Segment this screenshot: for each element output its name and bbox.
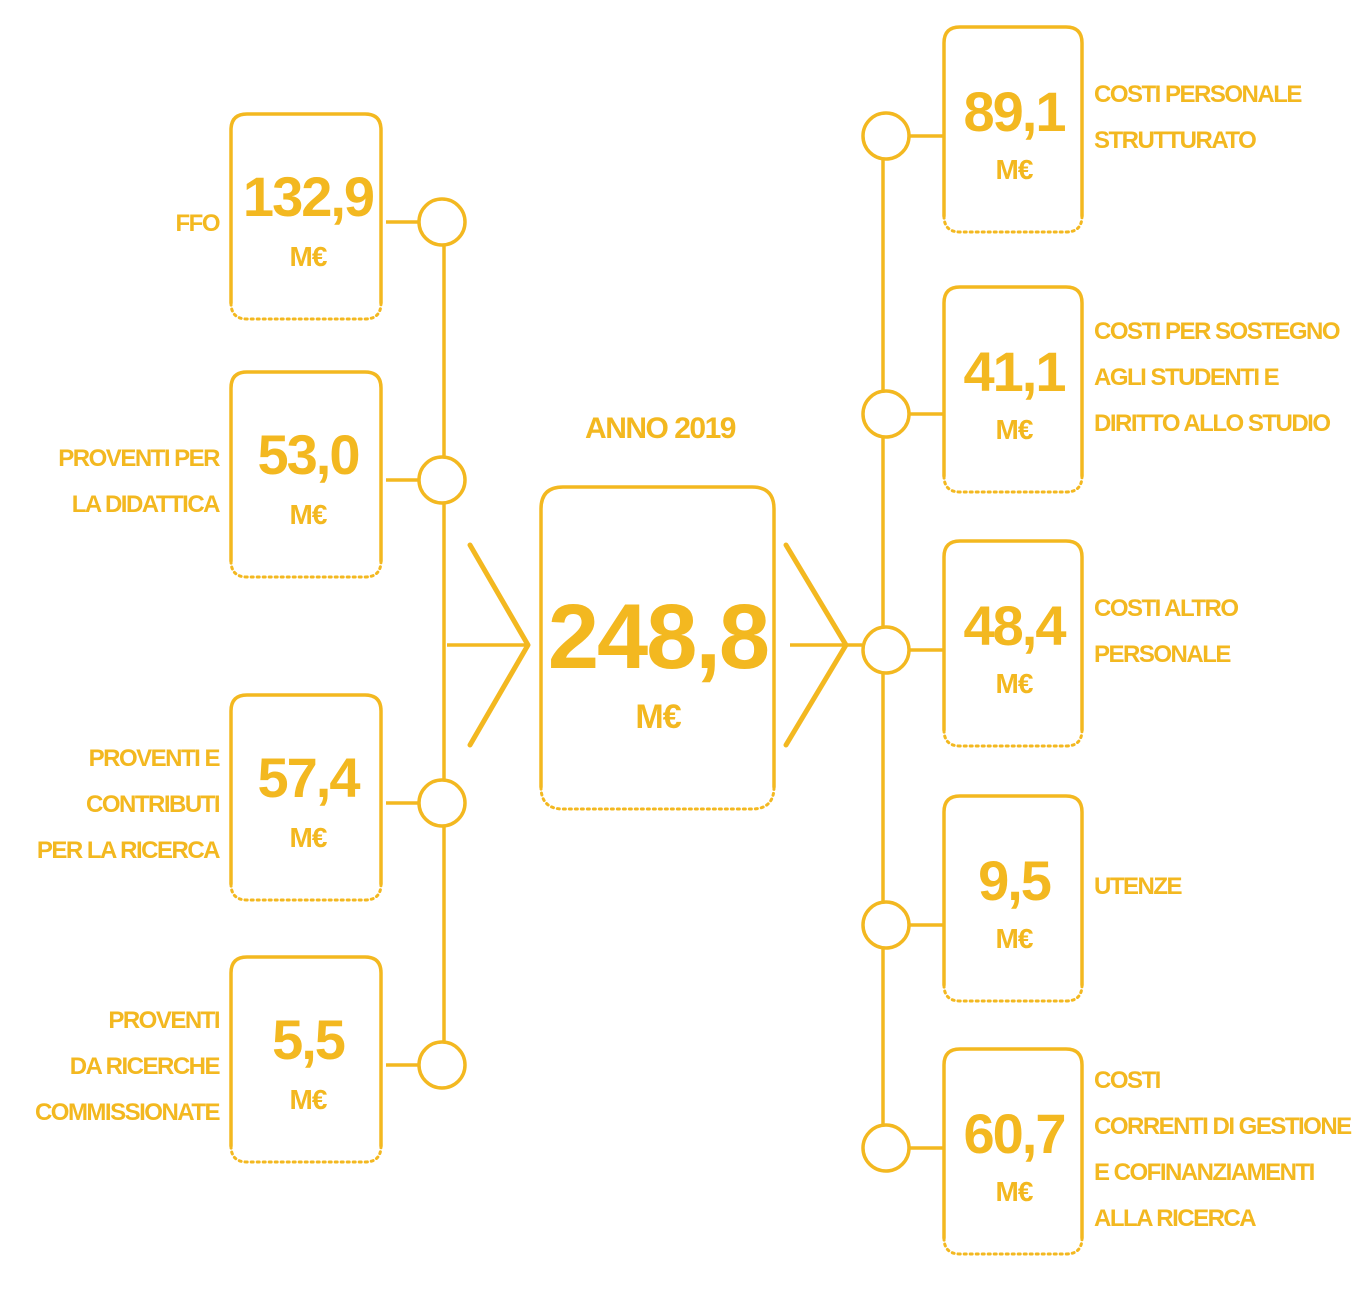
cost-label: COSTI PER SOSTEGNO [1094, 318, 1340, 345]
box-border [942, 25, 1084, 218]
cost-label: E COFINANZIAMENTI [1094, 1159, 1315, 1186]
cost-label: COSTI [1094, 1067, 1161, 1094]
box-dotted-edge [229, 301, 383, 321]
box-border [229, 693, 383, 886]
cost-node [861, 625, 911, 675]
box-border [229, 955, 383, 1148]
cost-unit: M€ [996, 154, 1034, 185]
center-unit: M€ [635, 698, 681, 736]
chevron-right-icon [783, 542, 849, 748]
box-dotted-edge [539, 785, 776, 811]
cost-unit: M€ [996, 1176, 1034, 1207]
income-unit: M€ [290, 822, 328, 853]
income-unit: M€ [290, 499, 328, 530]
income-unit: M€ [290, 1084, 328, 1115]
box-dotted-edge [942, 1236, 1084, 1256]
income-value: 57,4 [258, 746, 361, 809]
income-node [417, 455, 467, 505]
cost-unit: M€ [996, 668, 1034, 699]
box-border [539, 485, 776, 789]
income-label: PER LA RICERCA [37, 837, 220, 864]
income-box [229, 370, 383, 579]
cost-box [942, 794, 1084, 1003]
chevron-right-icon [467, 542, 531, 748]
box-dotted-edge [229, 559, 383, 579]
box-border [942, 285, 1084, 478]
cost-node [861, 900, 911, 950]
box-border [942, 794, 1084, 987]
cost-box [942, 285, 1084, 494]
income-label: LA DIDATTICA [72, 491, 220, 518]
box-border [942, 539, 1084, 732]
center-box [539, 485, 776, 811]
income-value: 132,9 [243, 165, 374, 228]
income-box [229, 112, 383, 321]
income-unit: M€ [290, 241, 328, 272]
cost-node [861, 389, 911, 439]
center-value: 248,8 [548, 586, 768, 688]
cost-node [861, 1123, 911, 1173]
box-dotted-edge [942, 728, 1084, 748]
income-node [417, 197, 467, 247]
cost-label: PERSONALE [1094, 641, 1231, 668]
cost-box [942, 25, 1084, 234]
cost-label: CORRENTI DI GESTIONE [1094, 1113, 1352, 1140]
income-box [229, 693, 383, 902]
cost-value: 89,1 [964, 80, 1066, 143]
cost-value: 48,4 [964, 594, 1067, 657]
income-box [229, 955, 383, 1164]
cost-label: AGLI STUDENTI E [1094, 364, 1280, 391]
cost-label: STRUTTURATO [1094, 127, 1256, 154]
income-value: 53,0 [258, 423, 359, 486]
cost-value: 9,5 [978, 849, 1051, 912]
box-dotted-edge [942, 214, 1084, 234]
income-label: FFO [176, 210, 220, 237]
cost-unit: M€ [996, 414, 1034, 445]
income-label: PROVENTI [108, 1007, 220, 1034]
cost-box [942, 1047, 1084, 1256]
box-dotted-edge [229, 1144, 383, 1164]
income-node [417, 1040, 467, 1090]
income-label: PROVENTI PER [58, 445, 220, 472]
income-node [417, 778, 467, 828]
cost-label: UTENZE [1094, 873, 1182, 900]
cost-node [861, 111, 911, 161]
cost-label: DIRITTO ALLO STUDIO [1094, 410, 1330, 437]
cost-label: ALLA RICERCA [1094, 1205, 1256, 1232]
cost-label: COSTI PERSONALE [1094, 81, 1302, 108]
cost-value: 41,1 [964, 340, 1066, 403]
box-dotted-edge [229, 882, 383, 902]
box-dotted-edge [942, 983, 1084, 1003]
income-value: 5,5 [272, 1008, 345, 1071]
income-label: DA RICERCHE [70, 1053, 221, 1080]
income-label: CONTRIBUTI [86, 791, 220, 818]
cost-value: 60,7 [964, 1102, 1065, 1165]
box-dotted-edge [942, 474, 1084, 494]
box-border [229, 112, 383, 305]
cost-box [942, 539, 1084, 748]
center-title: ANNO 2019 [585, 412, 736, 445]
income-label: PROVENTI E [89, 745, 221, 772]
cost-label: COSTI ALTRO [1094, 595, 1238, 622]
box-border [229, 370, 383, 563]
income-label: COMMISSIONATE [35, 1099, 221, 1126]
cost-unit: M€ [996, 923, 1034, 954]
box-border [942, 1047, 1084, 1240]
